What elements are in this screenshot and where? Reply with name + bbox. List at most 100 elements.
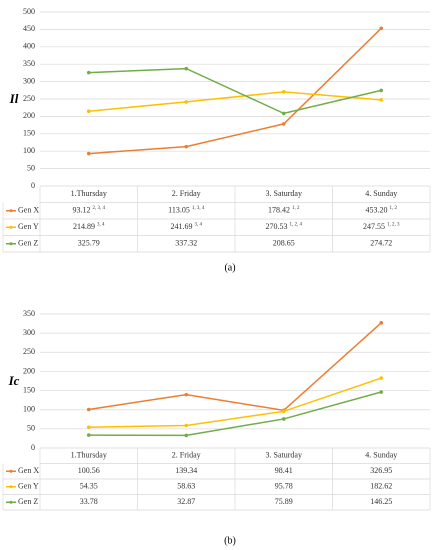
table-cell: 208.65 bbox=[273, 239, 295, 248]
table-cell: 337.32 bbox=[175, 239, 197, 248]
series-line bbox=[88, 377, 382, 428]
y-tick-label: 300 bbox=[23, 76, 35, 85]
y-axis-label: Ic bbox=[8, 373, 20, 388]
data-point bbox=[184, 423, 189, 428]
table-cell: 326.95 bbox=[370, 466, 392, 475]
data-point bbox=[281, 111, 286, 116]
table-cell: 146.25 bbox=[370, 497, 392, 506]
y-tick-label: 350 bbox=[23, 309, 35, 318]
x-tick-label: 2. Friday bbox=[172, 451, 201, 460]
superscript: 1, 3, 4 bbox=[192, 206, 205, 211]
table-cell: 95.78 bbox=[275, 482, 293, 491]
x-tick-label: 3. Saturday bbox=[266, 189, 302, 198]
series-line bbox=[88, 27, 382, 155]
data-point bbox=[86, 109, 91, 114]
series-line bbox=[88, 91, 382, 112]
series-line bbox=[88, 67, 382, 115]
y-tick-label: 0 bbox=[31, 443, 35, 452]
table-cell: 139.34 bbox=[175, 466, 197, 475]
table-cell: 98.41 bbox=[275, 466, 293, 475]
data-point bbox=[379, 390, 384, 394]
y-tick-label: 50 bbox=[27, 163, 35, 172]
series-line bbox=[88, 391, 382, 437]
caption: (b) bbox=[224, 535, 236, 546]
legend-label: Gen Y bbox=[18, 222, 39, 231]
table-cell: 214.89 3, 4 bbox=[73, 222, 105, 231]
legend-marker bbox=[9, 209, 13, 213]
y-tick-label: 200 bbox=[23, 111, 35, 120]
superscript: 1, 2, 3 bbox=[387, 222, 400, 227]
table-cell: 325.79 bbox=[78, 239, 100, 248]
y-tick-label: 100 bbox=[23, 405, 35, 414]
y-tick-label: 400 bbox=[23, 42, 35, 51]
y-tick-label: 0 bbox=[31, 181, 35, 190]
table-cell: 270.53 1, 2, 4 bbox=[266, 222, 303, 231]
table-cell: 182.62 bbox=[370, 482, 392, 491]
x-tick-label: 1.Thursday bbox=[71, 451, 107, 460]
table-cell: 274.72 bbox=[370, 239, 392, 248]
caption: (a) bbox=[224, 262, 235, 273]
data-point bbox=[379, 26, 384, 31]
legend-label: Gen Z bbox=[18, 239, 38, 248]
legend-label: Gen X bbox=[18, 206, 39, 215]
table-cell: 453.20 1, 2 bbox=[366, 206, 398, 215]
table-cell: 54.35 bbox=[80, 482, 98, 491]
superscript: 3, 4 bbox=[97, 222, 105, 227]
superscript: 1, 2 bbox=[292, 206, 300, 211]
data-point bbox=[281, 417, 286, 421]
x-tick-label: 4. Sunday bbox=[365, 189, 397, 198]
y-tick-label: 500 bbox=[23, 7, 35, 16]
y-tick-label: 350 bbox=[23, 59, 35, 68]
table-cell: 178.42 1, 2 bbox=[268, 206, 300, 215]
table-cell: 113.05 1, 3, 4 bbox=[168, 206, 205, 215]
data-point bbox=[281, 409, 286, 414]
table-cell: 58.63 bbox=[177, 482, 195, 491]
legend-label: Gen Z bbox=[18, 497, 38, 506]
data-point bbox=[379, 321, 384, 325]
legend-marker bbox=[9, 469, 13, 473]
data-point bbox=[379, 88, 384, 93]
x-tick-label: 2. Friday bbox=[172, 189, 201, 198]
x-tick-label: 4. Sunday bbox=[365, 451, 397, 460]
legend-label: Gen X bbox=[18, 466, 39, 475]
data-point bbox=[184, 66, 189, 71]
data-point bbox=[184, 433, 189, 438]
series-line bbox=[88, 322, 382, 412]
table-cell: 100.56 bbox=[78, 466, 100, 475]
data-point bbox=[86, 407, 91, 412]
data-point bbox=[281, 90, 286, 94]
y-axis-label: Il bbox=[9, 91, 19, 106]
data-point bbox=[86, 151, 91, 156]
data-point bbox=[86, 70, 91, 75]
table-cell: 32.87 bbox=[177, 497, 195, 506]
y-tick-label: 200 bbox=[23, 366, 35, 375]
data-point bbox=[379, 98, 384, 102]
data-point bbox=[184, 144, 189, 149]
y-tick-label: 450 bbox=[23, 24, 35, 33]
superscript: 1, 2 bbox=[390, 206, 398, 211]
data-point bbox=[184, 392, 189, 397]
legend-marker bbox=[9, 485, 13, 489]
legend-label: Gen Y bbox=[18, 482, 39, 491]
data-point bbox=[379, 376, 384, 380]
legend-marker bbox=[9, 500, 13, 504]
y-tick-label: 150 bbox=[23, 129, 35, 138]
legend-marker bbox=[9, 242, 13, 246]
table-cell: 241.69 3, 4 bbox=[171, 222, 203, 231]
y-tick-label: 150 bbox=[23, 385, 35, 394]
y-tick-label: 250 bbox=[23, 347, 35, 356]
table-cell: 33.78 bbox=[80, 497, 98, 506]
superscript: 3, 4 bbox=[195, 222, 203, 227]
y-tick-label: 100 bbox=[23, 146, 35, 155]
table-cell: 247.55 1, 2, 3 bbox=[363, 222, 400, 231]
y-tick-label: 50 bbox=[27, 424, 35, 433]
y-tick-label: 250 bbox=[23, 94, 35, 103]
x-tick-label: 3. Saturday bbox=[266, 451, 302, 460]
table-cell: 75.89 bbox=[275, 497, 293, 506]
data-point bbox=[281, 122, 286, 126]
legend-marker bbox=[9, 225, 13, 229]
data-point bbox=[86, 433, 91, 437]
data-point bbox=[184, 100, 189, 104]
superscript: 2, 3, 4 bbox=[93, 206, 106, 211]
